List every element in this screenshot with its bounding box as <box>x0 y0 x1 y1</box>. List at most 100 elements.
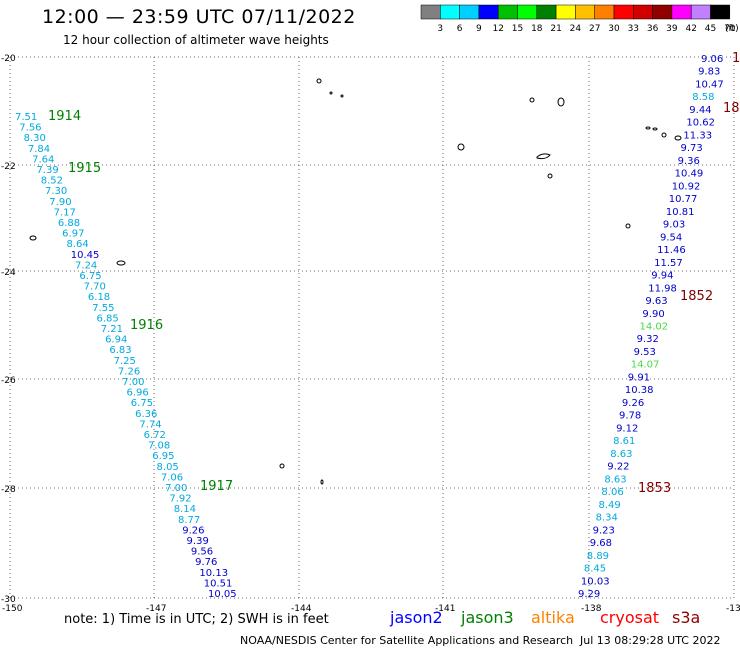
color-swatch <box>575 4 595 20</box>
wave-height-value: 9.53 <box>634 347 656 358</box>
island-outline <box>457 143 465 151</box>
wave-height-value: 9.91 <box>628 372 650 383</box>
wave-height-value: 8.61 <box>613 436 635 447</box>
wave-height-value: 10.38 <box>625 385 654 396</box>
island-outline <box>645 126 651 130</box>
island-outline <box>329 91 333 95</box>
wave-height-value: 7.84 <box>28 144 50 155</box>
color-scale-label: (ft) <box>725 24 739 34</box>
wave-height-value: 9.56 <box>191 547 213 558</box>
island-outline <box>279 463 285 469</box>
wave-height-value: 11.46 <box>657 245 686 256</box>
pass-time-label: 1 <box>732 51 740 66</box>
wave-height-value: 8.30 <box>24 133 46 144</box>
color-scale-label: 33 <box>628 24 639 34</box>
wave-height-value: 8.45 <box>584 564 606 575</box>
wave-height-value: 10.49 <box>675 169 704 180</box>
island-outline <box>674 135 682 141</box>
color-swatch <box>420 4 441 20</box>
footer-timestamp: Jul 13 08:29:28 UTC 2022 <box>580 634 721 647</box>
color-scale-label: 24 <box>570 24 582 34</box>
color-swatch <box>690 4 711 20</box>
color-scale-label: 45 <box>705 24 716 34</box>
longitude-label: -13 <box>726 604 740 614</box>
wave-height-value: 9.03 <box>663 220 685 231</box>
wave-height-value: 6.88 <box>58 218 80 229</box>
wave-height-value: 7.70 <box>84 282 106 293</box>
latitude-label: -26 <box>1 376 16 386</box>
wave-height-value: 9.54 <box>660 232 682 243</box>
island-outline <box>116 260 126 266</box>
wave-height-value: 9.76 <box>195 557 217 568</box>
color-swatch <box>459 4 480 20</box>
wave-height-value: 6.95 <box>152 451 174 462</box>
color-scale-label: 12 <box>492 24 503 34</box>
wave-height-value: 6.72 <box>144 430 166 441</box>
wave-height-value: 9.63 <box>645 296 667 307</box>
wave-height-value: 7.08 <box>148 441 170 452</box>
island-outline <box>529 97 535 103</box>
color-swatch <box>536 4 557 20</box>
island-outline <box>536 153 551 160</box>
wave-height-value: 6.94 <box>105 335 127 346</box>
islands <box>29 78 682 485</box>
color-scale-label: 9 <box>476 24 482 34</box>
wave-height-value: 7.21 <box>101 324 123 335</box>
wave-height-value: 7.26 <box>118 366 140 377</box>
wave-height-value: 8.52 <box>41 176 63 187</box>
color-scale-label: 3 <box>437 24 443 34</box>
wave-height-value: 9.78 <box>619 411 641 422</box>
page-subtitle: 12 hour collection of altimeter wave hei… <box>63 33 329 47</box>
wave-height-value: 8.58 <box>692 92 714 103</box>
wave-height-value: 9.29 <box>578 589 600 600</box>
color-scale-label: 15 <box>512 24 523 34</box>
wave-height-value: 6.75 <box>79 271 101 282</box>
wave-height-value: 8.14 <box>174 504 196 515</box>
wave-height-value: 8.63 <box>604 474 626 485</box>
pass-time-label: 1915 <box>68 161 101 176</box>
wave-height-value: 9.90 <box>642 309 664 320</box>
wave-height-value: 7.30 <box>45 186 67 197</box>
color-swatch <box>633 4 653 20</box>
wave-height-value: 8.49 <box>599 500 621 511</box>
pass-time-label: 1914 <box>48 109 81 124</box>
wave-height-value: 8.63 <box>610 449 632 460</box>
wave-height-value: 8.77 <box>178 515 200 526</box>
island-outline <box>652 127 658 131</box>
wave-height-value: 10.81 <box>666 207 695 218</box>
color-scale-label: 42 <box>685 24 696 34</box>
satellite-tracks: 7.517.568.307.847.647.398.527.307.907.17… <box>15 51 740 600</box>
color-scale-label: 27 <box>589 24 600 34</box>
legend-item-cryosat: cryosat <box>600 608 660 627</box>
color-scale-label: 70 <box>724 24 736 34</box>
color-swatch <box>671 4 692 20</box>
wave-height-value: 6.75 <box>131 398 153 409</box>
wave-height-value: 6.36 <box>135 409 157 420</box>
wave-height-value: 7.92 <box>169 494 191 505</box>
wave-height-value: 7.39 <box>36 165 58 176</box>
wave-height-value: 8.89 <box>587 551 609 562</box>
color-scale-bar: 3 6 9 12 15 18 21 24 27 30 33 36 39 42 45 70(ft) <box>420 4 739 34</box>
latitude-label: -28 <box>1 485 16 495</box>
island-outline <box>625 223 631 229</box>
wave-height-value: 10.03 <box>581 576 610 587</box>
wave-height-value: 6.83 <box>109 345 131 356</box>
wave-height-value: 10.05 <box>208 589 237 600</box>
wave-height-value: 7.74 <box>139 419 161 430</box>
color-scale-label: 18 <box>531 24 543 34</box>
wave-height-value: 10.92 <box>672 181 701 192</box>
color-swatch <box>497 4 518 20</box>
wave-height-value: 7.24 <box>75 260 97 271</box>
wave-height-value: 6.85 <box>96 313 118 324</box>
wave-height-value: 9.83 <box>698 67 720 78</box>
wave-height-value: 9.26 <box>182 525 204 536</box>
island-outline <box>320 479 324 485</box>
wave-height-value: 7.06 <box>161 472 183 483</box>
wave-height-value: 10.51 <box>204 578 233 589</box>
legend-item-jason3: jason3 <box>461 608 514 627</box>
wave-height-value: 7.64 <box>32 154 54 165</box>
wave-height-value: 9.32 <box>637 334 659 345</box>
wave-height-value: 10.62 <box>686 118 715 129</box>
longitude-label: -147 <box>146 604 166 614</box>
longitude-label: -141 <box>435 604 455 614</box>
